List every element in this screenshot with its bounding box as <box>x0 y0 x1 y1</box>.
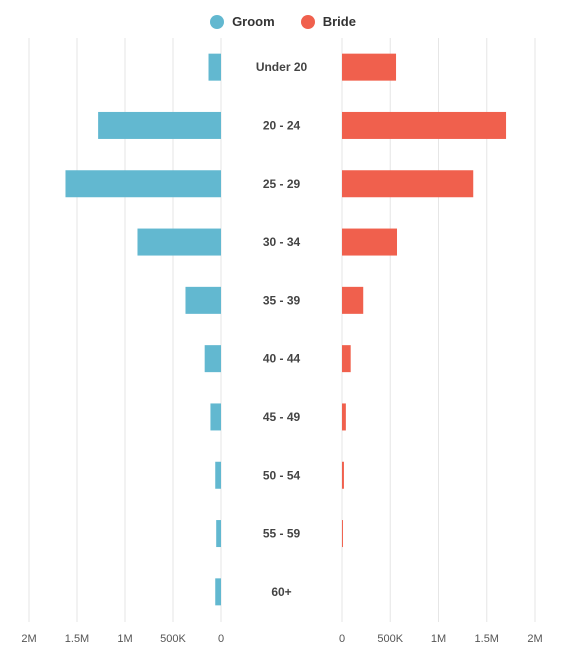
bar-groom-6 <box>210 403 221 431</box>
x-tick-right-1: 500K <box>377 633 403 645</box>
bar-groom-0 <box>208 53 221 81</box>
x-tick-right-2: 1M <box>431 633 446 645</box>
x-tick-left-3: 500K <box>160 633 186 645</box>
x-tick-right-3: 1.5M <box>475 633 499 645</box>
category-label-6: 45 - 49 <box>263 410 301 424</box>
bar-bride-0 <box>342 53 397 81</box>
bar-bride-3 <box>342 228 398 256</box>
chart-legend: Groom Bride <box>0 14 566 29</box>
legend-item-bride[interactable]: Bride <box>300 14 356 29</box>
category-label-5: 40 - 44 <box>263 352 301 366</box>
bar-bride-7 <box>342 461 344 489</box>
category-label-4: 35 - 39 <box>263 293 301 307</box>
category-label-0: Under 20 <box>256 60 308 74</box>
x-tick-right-0: 0 <box>339 633 345 645</box>
bar-bride-6 <box>342 403 346 431</box>
category-label-9: 60+ <box>271 585 291 599</box>
x-tick-right-4: 2M <box>527 633 542 645</box>
category-label-2: 25 - 29 <box>263 177 301 191</box>
bar-groom-9 <box>215 578 221 606</box>
category-label-1: 20 - 24 <box>263 118 301 132</box>
bar-groom-5 <box>204 345 221 373</box>
legend-item-groom[interactable]: Groom <box>210 14 275 29</box>
x-tick-left-4: 0 <box>218 633 224 645</box>
bar-groom-8 <box>216 520 221 548</box>
category-label-7: 50 - 54 <box>263 468 301 482</box>
bar-groom-7 <box>215 461 221 489</box>
legend-label-bride: Bride <box>322 14 356 29</box>
x-tick-left-0: 2M <box>21 633 36 645</box>
bar-groom-2 <box>65 170 221 198</box>
category-label-8: 55 - 59 <box>263 527 301 541</box>
bar-bride-8 <box>342 520 343 548</box>
bar-bride-4 <box>342 286 364 314</box>
category-label-3: 30 - 34 <box>263 235 301 249</box>
x-tick-left-2: 1M <box>117 633 132 645</box>
bar-groom-4 <box>185 286 221 314</box>
legend-marker-groom <box>210 14 225 29</box>
bar-groom-1 <box>98 111 221 139</box>
bar-groom-3 <box>137 228 221 256</box>
legend-label-groom: Groom <box>232 14 275 29</box>
x-tick-left-1: 1.5M <box>65 633 89 645</box>
legend-marker-bride <box>300 14 315 29</box>
bar-bride-2 <box>342 170 474 198</box>
bar-bride-5 <box>342 345 351 373</box>
bar-bride-1 <box>342 111 507 139</box>
